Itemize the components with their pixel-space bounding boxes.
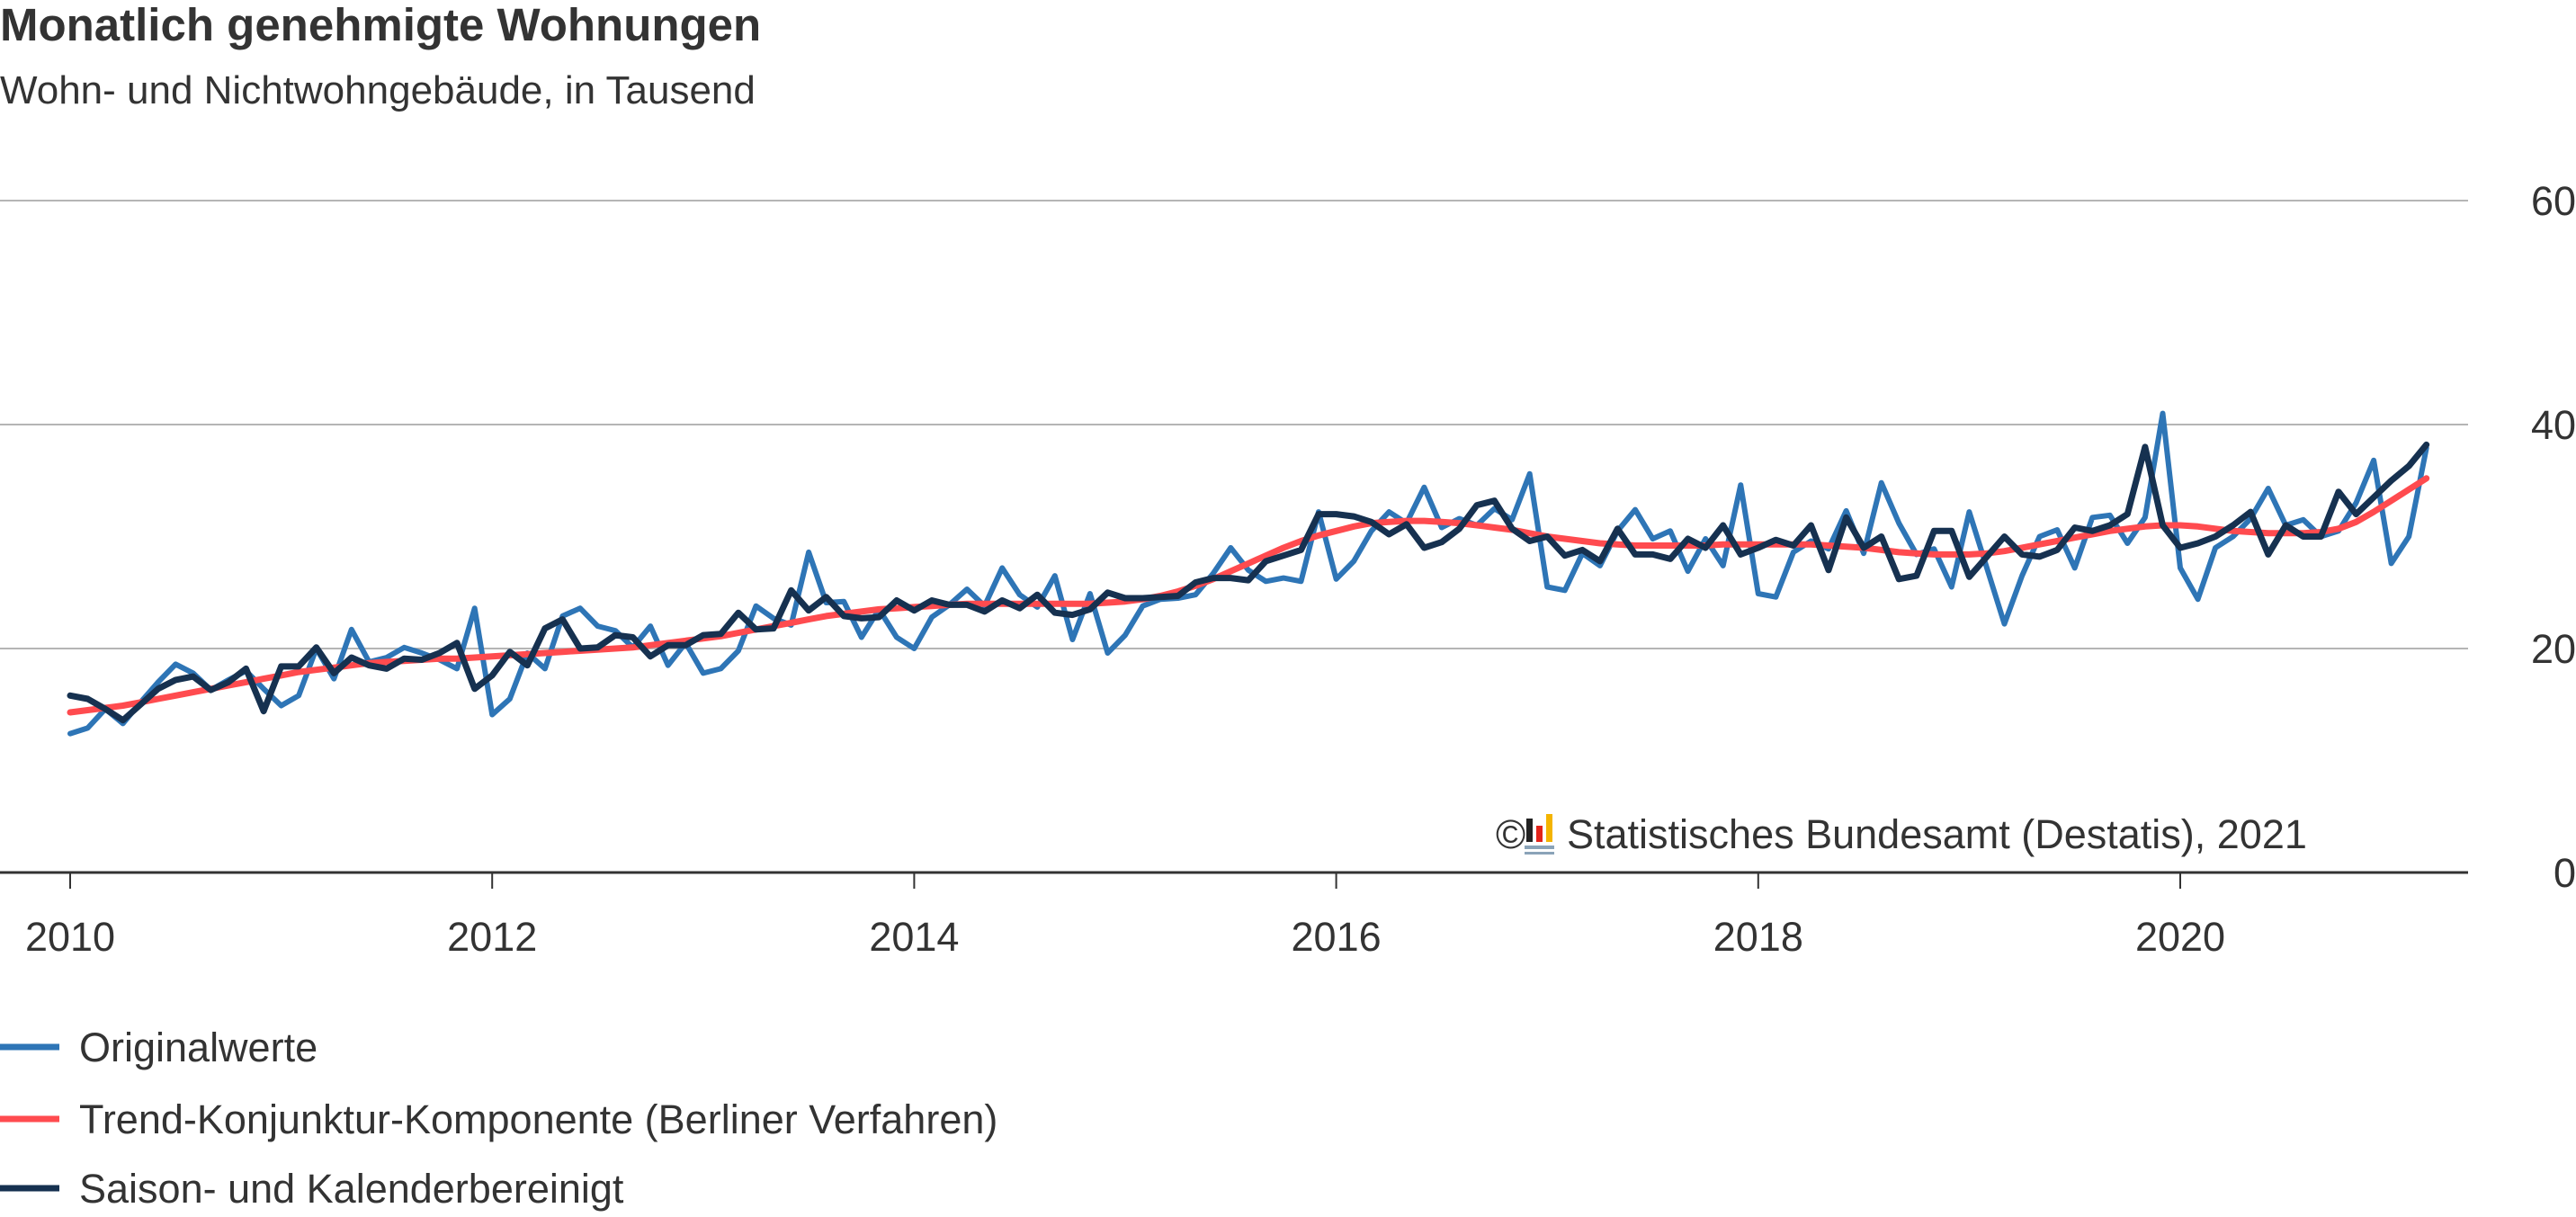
source-text: Statistisches Bundesamt (Destatis), 2021 [1567, 811, 2307, 857]
series-line-1 [67, 475, 2430, 716]
y-tick-label: 60 [2531, 178, 2576, 224]
x-tick-label: 2020 [2135, 914, 2225, 960]
y-tick-label: 20 [2531, 626, 2576, 672]
x-tick-label: 2012 [447, 914, 537, 960]
series-line-0 [67, 410, 2429, 737]
gridlines [0, 200, 2468, 874]
legend-item: Originalwerte [0, 1025, 318, 1070]
x-tick-label: 2016 [1292, 914, 1382, 960]
legend-label: Originalwerte [79, 1025, 318, 1070]
source-credit: © Statistisches Bundesamt (Destatis), 20… [1496, 811, 2307, 857]
y-tick-label: 0 [2554, 850, 2576, 896]
x-tick-label: 2018 [1713, 914, 1803, 960]
x-tick-label: 2010 [25, 914, 115, 960]
chart-subtitle: Wohn- und Nichtwohngebäude, in Tausend [0, 68, 756, 112]
series-line-2 [67, 441, 2430, 724]
legend: Originalwerte Trend-Konjunktur-Komponente… [0, 1025, 997, 1212]
destatis-logo-icon [1525, 814, 1554, 855]
series-lines [67, 410, 2430, 737]
legend-item: Saison- und Kalenderbereinigt [0, 1166, 624, 1212]
legend-item: Trend-Konjunktur-Komponente (Berliner Ve… [0, 1096, 997, 1142]
x-tick-label: 2014 [869, 914, 959, 960]
y-axis: 0 20 40 60 [2531, 178, 2576, 896]
y-tick-label: 40 [2531, 402, 2576, 448]
x-axis: 2010 2012 2014 2016 2018 2020 [25, 872, 2225, 960]
chart-title: Monatlich genehmigte Wohnungen [0, 0, 761, 50]
legend-label: Saison- und Kalenderbereinigt [79, 1166, 624, 1212]
copyright-symbol: © [1496, 811, 1525, 857]
legend-label: Trend-Konjunktur-Komponente (Berliner Ve… [79, 1096, 997, 1142]
